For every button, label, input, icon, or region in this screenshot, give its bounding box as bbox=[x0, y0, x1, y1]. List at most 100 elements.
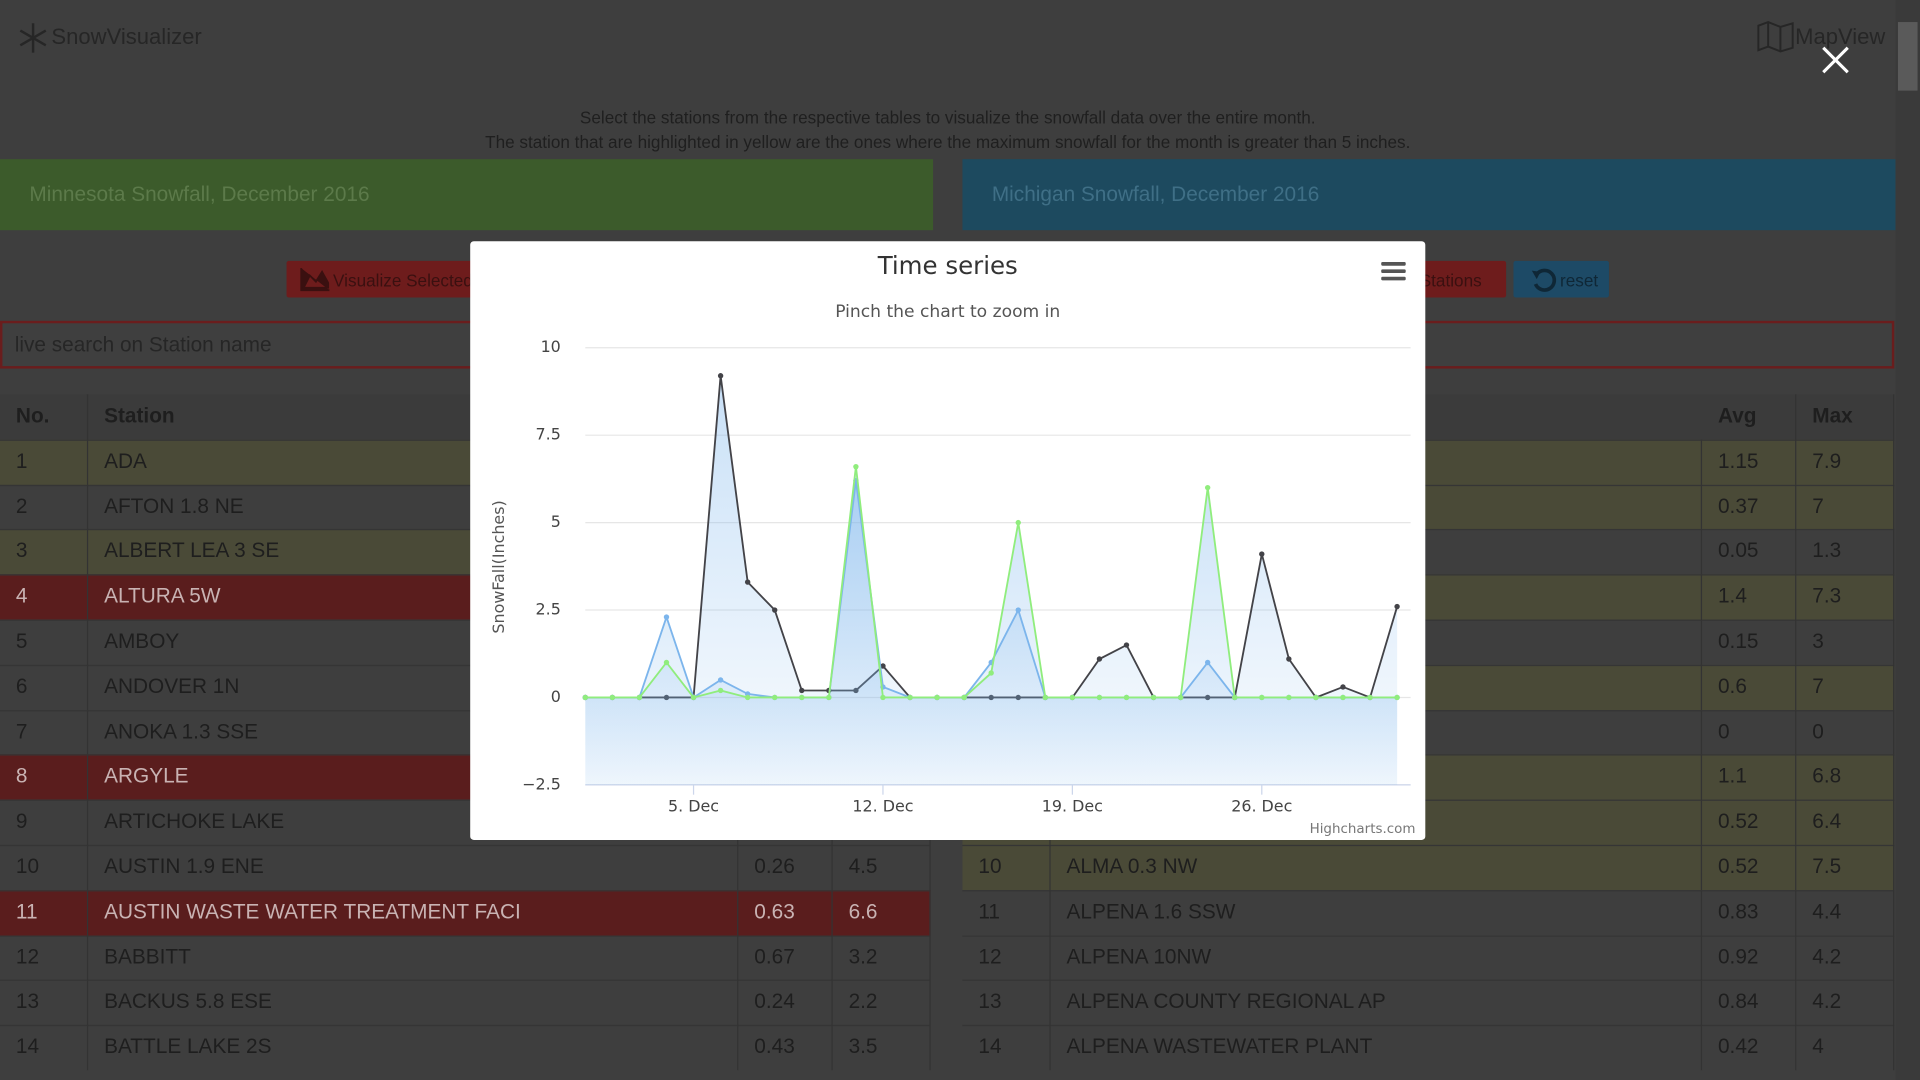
table-cell: 4.2 bbox=[1796, 980, 1895, 1026]
table-row[interactable] bbox=[962, 1025, 1895, 1071]
table-row[interactable] bbox=[962, 935, 1895, 981]
table-cell: 7 bbox=[1796, 484, 1895, 530]
table-cell: AUSTIN 1.9 ENE bbox=[88, 844, 739, 890]
table-row[interactable] bbox=[962, 980, 1895, 1026]
table-cell: 0 bbox=[1702, 709, 1797, 755]
point-marker bbox=[1259, 551, 1265, 557]
close-button[interactable] bbox=[1820, 44, 1852, 76]
point-marker bbox=[1340, 694, 1346, 701]
table-row[interactable] bbox=[0, 844, 931, 890]
table-cell: 14 bbox=[962, 1025, 1051, 1071]
point-marker bbox=[1123, 694, 1130, 701]
point-marker bbox=[582, 694, 589, 701]
table-cell: 1.3 bbox=[1796, 529, 1895, 575]
table-cell: 8 bbox=[0, 754, 89, 800]
table-cell: 0.6 bbox=[1702, 664, 1797, 710]
table-cell: 4.5 bbox=[833, 844, 931, 890]
scrollbar-thumb[interactable] bbox=[1897, 22, 1918, 91]
table-cell: AUSTIN WASTE WATER TREATMENT FACI bbox=[88, 889, 739, 936]
point-marker bbox=[1313, 694, 1319, 701]
table-cell: 6 bbox=[0, 664, 89, 710]
point-marker bbox=[1286, 656, 1292, 662]
point-marker bbox=[1286, 694, 1292, 701]
table-cell: 0.15 bbox=[1702, 619, 1797, 665]
table-cell: 11 bbox=[962, 889, 1051, 936]
table-cell: 2.2 bbox=[833, 980, 931, 1026]
point-marker bbox=[1015, 519, 1021, 526]
point-marker bbox=[717, 373, 724, 379]
table-cell: 0.83 bbox=[1702, 889, 1797, 936]
point-marker bbox=[961, 694, 967, 701]
chart: Time series Pinch the chart to zoom in S… bbox=[489, 251, 1416, 837]
column-header: Avg bbox=[1702, 394, 1797, 440]
table-cell: 4.4 bbox=[1796, 889, 1895, 936]
chart-subtitle: Pinch the chart to zoom in bbox=[835, 302, 1060, 322]
point-marker bbox=[717, 677, 724, 683]
table-cell: 0.84 bbox=[1702, 980, 1797, 1026]
table-row[interactable] bbox=[0, 935, 931, 981]
table-cell: 7 bbox=[0, 709, 89, 755]
chart-icon bbox=[300, 268, 330, 292]
reset-icon bbox=[1531, 268, 1557, 292]
y-tick-label: 10 bbox=[541, 337, 561, 356]
chart-modal: Time series Pinch the chart to zoom in S… bbox=[470, 241, 1426, 841]
point-marker bbox=[1340, 684, 1346, 690]
point-marker bbox=[772, 694, 778, 701]
brand[interactable]: SnowVisualizer bbox=[51, 24, 202, 49]
table-cell: 10 bbox=[0, 844, 89, 890]
table-cell: ALPENA 10NW bbox=[1051, 935, 1703, 981]
x-tick-label: 5. Dec bbox=[668, 796, 719, 815]
table-row[interactable] bbox=[962, 889, 1895, 936]
point-marker bbox=[609, 694, 616, 701]
table-cell: 4.2 bbox=[1796, 935, 1895, 981]
michigan-panel[interactable]: Michigan Snowfall, December 2016 bbox=[962, 159, 1896, 231]
scrollbar[interactable] bbox=[1895, 0, 1920, 1080]
reset-button[interactable]: reset bbox=[1513, 260, 1609, 298]
table-row[interactable] bbox=[962, 844, 1895, 890]
area-fill bbox=[585, 466, 1398, 785]
table-cell: 1.15 bbox=[1702, 439, 1797, 485]
table-cell: 0.26 bbox=[738, 844, 833, 890]
table-cell: 7.9 bbox=[1796, 439, 1895, 485]
table-cell: BACKUS 5.8 ESE bbox=[88, 980, 739, 1026]
table-cell: 2 bbox=[0, 484, 89, 530]
map-view-link[interactable]: MapView bbox=[1795, 24, 1886, 49]
table-cell: ALPENA 1.6 SSW bbox=[1051, 889, 1703, 936]
table-row[interactable] bbox=[0, 1025, 931, 1071]
x-tick-label: 19. Dec bbox=[1042, 796, 1103, 815]
point-marker bbox=[1096, 694, 1103, 701]
point-marker bbox=[880, 694, 886, 701]
table-cell: 11 bbox=[0, 889, 89, 936]
minnesota-panel[interactable]: Minnesota Snowfall, December 2016 bbox=[0, 159, 934, 231]
table-cell: 7 bbox=[1796, 664, 1895, 710]
table-cell: 3 bbox=[1796, 619, 1895, 665]
table-cell: 5 bbox=[0, 619, 89, 665]
point-marker bbox=[663, 614, 670, 620]
table-cell bbox=[1051, 619, 1703, 665]
point-marker bbox=[1096, 656, 1103, 662]
table-cell: 6.6 bbox=[833, 889, 931, 936]
point-marker bbox=[772, 607, 778, 613]
table-cell: 14 bbox=[0, 1025, 89, 1071]
table-cell: 7.5 bbox=[1796, 844, 1895, 890]
point-marker bbox=[880, 663, 886, 669]
instruction: Select the stations from the respective … bbox=[579, 107, 1316, 128]
point-marker bbox=[853, 463, 859, 470]
table-cell: 4 bbox=[1796, 1025, 1895, 1071]
credits[interactable]: Highcharts.com bbox=[1310, 822, 1416, 837]
y-tick-label: 0 bbox=[551, 687, 561, 706]
point-marker bbox=[988, 670, 994, 676]
point-marker bbox=[1204, 484, 1211, 491]
button-label: Visualize Selected bbox=[333, 270, 473, 291]
point-marker bbox=[934, 694, 940, 701]
table-row[interactable] bbox=[0, 980, 931, 1026]
table-cell bbox=[1051, 754, 1703, 800]
point-marker bbox=[1150, 694, 1157, 701]
instruction: The station that are highlighted in yell… bbox=[485, 132, 1411, 152]
menu-button[interactable] bbox=[1381, 262, 1406, 281]
point-marker bbox=[799, 694, 805, 701]
point-marker bbox=[1177, 694, 1184, 701]
visualize-button[interactable]: Visualize Selected bbox=[286, 260, 483, 298]
table-row[interactable] bbox=[0, 889, 931, 936]
